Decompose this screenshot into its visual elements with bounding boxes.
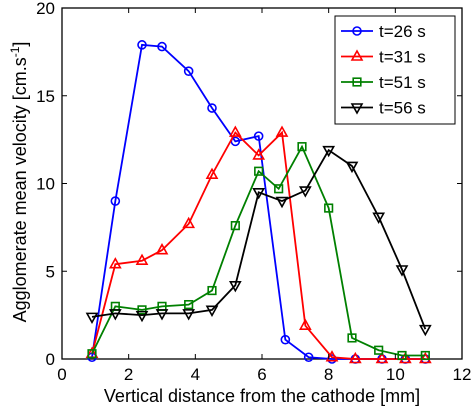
data-point (398, 351, 412, 364)
series-line (91, 130, 426, 360)
data-point (110, 196, 121, 206)
x-axis-label: Vertical distance from the cathode [mm] (104, 386, 420, 406)
data-point (228, 280, 242, 293)
data-point (108, 257, 122, 269)
y-axis-label-close: ] (10, 42, 30, 47)
series-2 (85, 125, 432, 364)
legend: t=26 s t=31 s t=51 s t=56 s (334, 15, 456, 125)
data-point (207, 103, 217, 113)
data-point (137, 305, 147, 315)
data-point (298, 186, 312, 198)
legend-label: t=31 s (379, 48, 426, 67)
y-tick-label: 20 (36, 0, 55, 18)
legend-entry-4: t=56 s (341, 99, 426, 118)
x-tick-label: 10 (386, 365, 405, 384)
series-layer (85, 40, 432, 364)
data-point (395, 265, 409, 277)
y-tick-label: 15 (36, 87, 55, 106)
y-axis-label-main: Agglomerate mean velocity [cm.s (10, 57, 30, 322)
data-point (137, 40, 147, 50)
data-point (252, 187, 266, 200)
data-point (87, 349, 97, 359)
legend-swatch-marker (350, 49, 364, 61)
data-point (228, 125, 242, 137)
series-4 (85, 145, 432, 337)
data-point (207, 285, 217, 296)
data-point (205, 305, 219, 318)
data-point (397, 350, 407, 361)
data-point (182, 216, 196, 229)
data-point (155, 243, 169, 255)
data-point (374, 345, 384, 355)
y-axis-label-superscript: -1 (8, 46, 22, 57)
data-point (275, 125, 289, 137)
data-point (298, 318, 312, 330)
y-axis-label: Agglomerate mean velocity [cm.s-1] (8, 42, 30, 323)
x-tick-label: 0 (57, 365, 66, 384)
data-point (375, 351, 389, 364)
data-point (85, 312, 99, 325)
x-tick-label: 12 (453, 365, 472, 384)
data-point (252, 148, 266, 160)
data-point (183, 66, 194, 76)
legend-label: t=26 s (379, 22, 426, 41)
series-line (91, 148, 427, 330)
x-tick-label: 4 (191, 365, 200, 384)
data-point (253, 131, 264, 141)
x-tick-label: 8 (324, 365, 333, 384)
data-point (275, 196, 289, 209)
legend-swatch-marker (352, 26, 362, 36)
y-tick-label: 10 (36, 175, 55, 194)
legend-entry-3: t=51 s (341, 73, 426, 92)
data-point (274, 184, 284, 194)
data-point (420, 350, 430, 361)
data-point (254, 166, 264, 176)
data-point (157, 41, 167, 52)
x-tick-label: 2 (124, 365, 133, 384)
legend-label: t=56 s (379, 99, 426, 118)
legend-swatch-marker (352, 77, 362, 87)
legend-label: t=51 s (379, 73, 426, 92)
data-point (205, 167, 219, 180)
data-point (324, 203, 334, 213)
y-tick-label: 5 (46, 262, 55, 281)
data-point (345, 161, 359, 174)
data-point (135, 310, 149, 323)
x-tick-label: 6 (257, 365, 266, 384)
data-point (372, 212, 386, 224)
data-point (155, 309, 169, 321)
data-point (297, 142, 307, 152)
series-line (91, 144, 426, 357)
legend-entry-2: t=31 s (341, 48, 426, 67)
data-point (182, 309, 196, 321)
data-point (303, 352, 314, 363)
data-point (230, 221, 240, 231)
data-point (325, 350, 339, 362)
data-point (418, 351, 432, 364)
data-point (322, 145, 336, 158)
y-tick-label: 0 (46, 350, 55, 369)
data-point (184, 299, 194, 310)
data-point (418, 324, 432, 337)
data-point (280, 334, 291, 345)
legend-entry-1: t=26 s (341, 22, 426, 41)
data-point (348, 351, 362, 364)
legend-swatch-marker (350, 103, 364, 115)
data-point (135, 253, 149, 266)
data-point (108, 309, 122, 321)
tick-layer: 0 2 4 6 8 10 12 0 5 10 15 20 (36, 0, 471, 384)
data-point (347, 333, 357, 343)
